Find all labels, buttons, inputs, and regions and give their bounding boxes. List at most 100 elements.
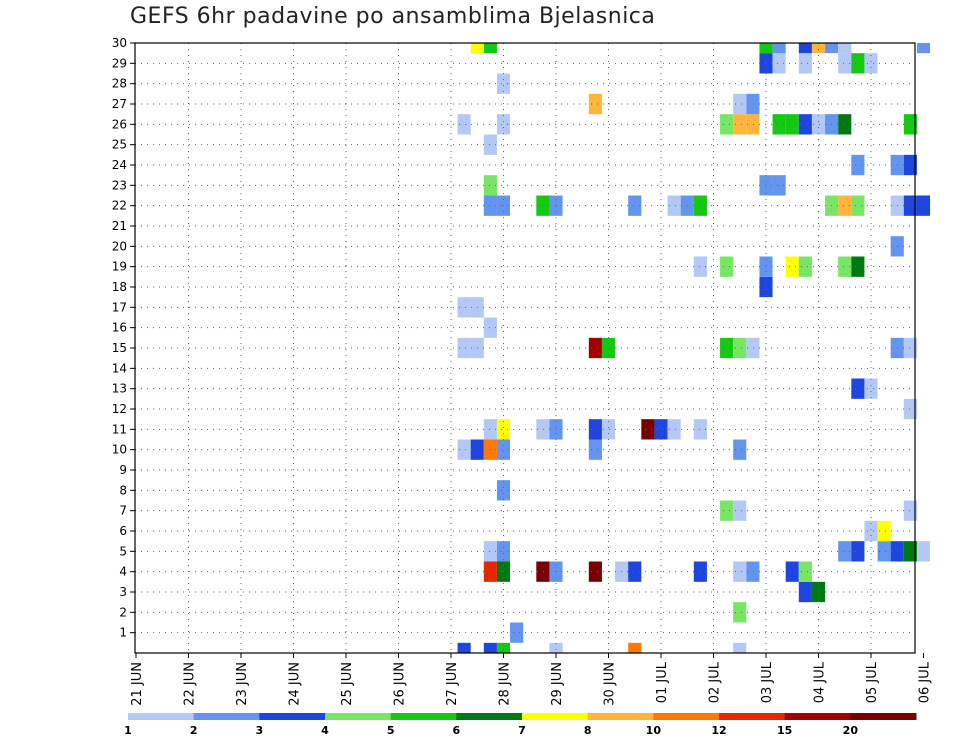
y-tick-label: 19 bbox=[112, 260, 127, 274]
x-tick-label: 28 JUN bbox=[498, 662, 513, 706]
heatmap-cell bbox=[851, 541, 865, 562]
y-tick-label: 5 bbox=[119, 544, 127, 558]
heatmap-cell bbox=[851, 195, 865, 216]
heatmap-cell bbox=[903, 114, 917, 135]
heatmap-cell bbox=[483, 317, 497, 338]
heatmap-cell bbox=[536, 561, 550, 582]
legend-swatch bbox=[522, 713, 589, 720]
heatmap-cell bbox=[641, 419, 655, 440]
heatmap-cell bbox=[720, 256, 734, 277]
y-tick-label: 1 bbox=[119, 626, 127, 640]
y-tick-label: 3 bbox=[119, 585, 127, 599]
heatmap-cell bbox=[785, 256, 799, 277]
legend-swatch bbox=[390, 713, 457, 720]
heatmap-cell bbox=[588, 419, 602, 440]
heatmap-cell bbox=[746, 114, 760, 135]
x-tick-label: 02 JUL bbox=[708, 661, 723, 703]
heatmap-cell bbox=[457, 642, 471, 653]
x-tick-label: 01 JUL bbox=[655, 661, 670, 703]
heatmap-cell bbox=[798, 581, 812, 603]
legend-swatch bbox=[653, 713, 720, 720]
heatmap-cell bbox=[483, 561, 497, 582]
heatmap-cell bbox=[588, 337, 602, 359]
y-tick-label: 20 bbox=[112, 239, 127, 253]
heatmap-cell bbox=[838, 114, 852, 135]
heatmap-cell bbox=[733, 114, 747, 135]
heatmap-cell bbox=[916, 195, 931, 216]
heatmap-cell bbox=[536, 195, 550, 216]
heatmap-cell bbox=[798, 53, 812, 74]
grid-layer bbox=[135, 43, 915, 653]
y-tick-label: 29 bbox=[112, 56, 127, 70]
heatmap-cell bbox=[877, 520, 891, 542]
heatmap-cell bbox=[693, 195, 707, 216]
heatmap-cell bbox=[720, 500, 734, 521]
x-tick-label: 05 JUL bbox=[865, 661, 880, 703]
legend-label: 7 bbox=[518, 724, 526, 737]
legend-label: 5 bbox=[387, 724, 395, 737]
x-tick-label: 03 JUL bbox=[760, 661, 775, 703]
legend-swatch bbox=[719, 713, 786, 720]
heatmap-cell bbox=[851, 378, 865, 399]
heatmap-cell bbox=[496, 480, 511, 501]
heatmap-cell bbox=[785, 114, 799, 135]
legend-swatch bbox=[193, 713, 260, 720]
heatmap-cell bbox=[864, 53, 878, 74]
x-tick-label: 22 JUN bbox=[183, 662, 198, 706]
y-tick-label: 7 bbox=[119, 504, 127, 518]
heatmap-cell bbox=[903, 541, 917, 562]
legend-label: 10 bbox=[646, 724, 662, 737]
heatmap-cell bbox=[483, 439, 497, 460]
heatmap-cell bbox=[549, 642, 563, 653]
y-tick-label: 11 bbox=[112, 422, 127, 436]
heatmap-cell bbox=[811, 114, 826, 135]
heatmap-cell bbox=[496, 419, 511, 440]
heatmap-cell bbox=[811, 581, 826, 603]
heatmap-cell bbox=[483, 419, 497, 440]
y-tick-label: 22 bbox=[112, 199, 127, 213]
heatmap-cell bbox=[903, 398, 917, 420]
heatmap-cell bbox=[733, 93, 747, 115]
heatmap-cell bbox=[667, 195, 681, 216]
heatmap-cell bbox=[496, 114, 511, 135]
legend-label: 20 bbox=[843, 724, 859, 737]
legend-label: 6 bbox=[453, 724, 461, 737]
y-tick-label: 10 bbox=[112, 443, 127, 457]
y-tick-label: 9 bbox=[119, 463, 127, 477]
heatmap-cell bbox=[693, 561, 707, 582]
heatmap-cell bbox=[496, 541, 511, 562]
y-axis: 1234567891011121314151617181920212223242… bbox=[112, 36, 135, 640]
legend-swatch bbox=[259, 713, 326, 720]
heatmap-cell bbox=[536, 419, 550, 440]
legend-label: 8 bbox=[584, 724, 592, 737]
heatmap-cell bbox=[759, 43, 773, 54]
heatmap-cell bbox=[457, 337, 471, 359]
x-axis: 21 JUN 22 JUN 23 JUN 24 JUN 25 JUN 26 JUN 27 J… bbox=[130, 653, 933, 706]
x-tick-label: 21 JUN bbox=[130, 662, 145, 706]
heatmap-cell bbox=[628, 195, 642, 216]
heatmap-cell bbox=[667, 419, 681, 440]
legend-label: 12 bbox=[711, 724, 726, 737]
legend-swatch bbox=[587, 713, 654, 720]
heatmap-cell bbox=[746, 337, 760, 359]
y-tick-label: 2 bbox=[119, 605, 127, 619]
heatmap-cell bbox=[838, 256, 852, 277]
heatmap-cell bbox=[483, 195, 497, 216]
heatmap-cell bbox=[798, 561, 812, 582]
legend-swatch bbox=[456, 713, 523, 720]
heatmap-cell bbox=[510, 622, 524, 643]
heatmap-cell bbox=[720, 114, 734, 135]
heatmap-cell bbox=[746, 561, 760, 582]
legend-swatch bbox=[128, 713, 195, 720]
heatmap-cell bbox=[601, 337, 616, 359]
chart-title: GEFS 6hr padavine po ansamblima Bjelasni… bbox=[130, 4, 656, 29]
heatmap-cell bbox=[693, 256, 707, 277]
heatmap-cell bbox=[483, 134, 497, 155]
heatmap-cell bbox=[496, 439, 511, 460]
heatmap-cell bbox=[903, 195, 917, 216]
heatmap-cell bbox=[733, 439, 747, 460]
legend-label: 3 bbox=[256, 724, 264, 737]
y-tick-label: 18 bbox=[112, 280, 127, 294]
heatmap-cell bbox=[628, 561, 642, 582]
